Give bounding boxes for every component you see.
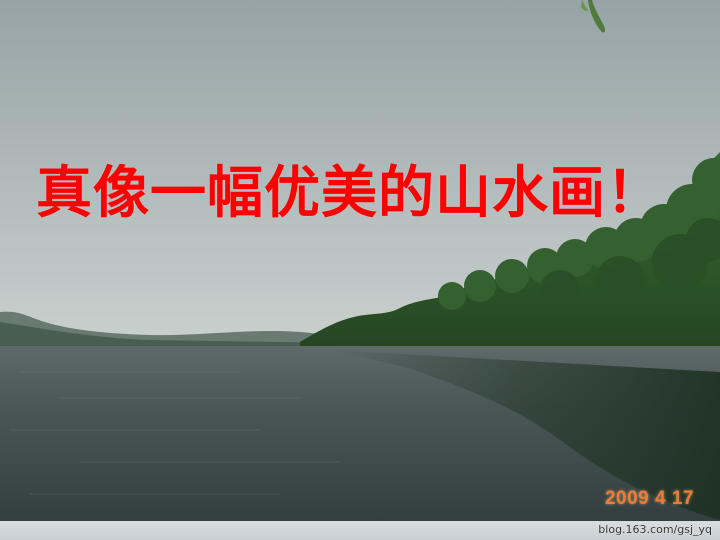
blog-watermark: blog.163.com/gsj_yq [598,523,712,536]
slide-caption: 真像一幅优美的山水画！ [36,161,663,226]
tree-line [300,152,720,368]
tree-reflection [330,350,720,520]
hanging-leaf [581,0,606,33]
watermark-bar [0,521,720,540]
photo-date-stamp: 2009 4 17 [604,488,694,509]
